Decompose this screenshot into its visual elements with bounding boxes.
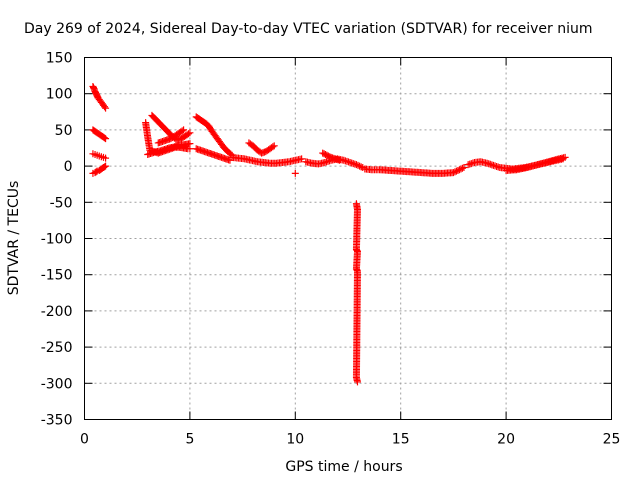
series-arc_mid_early — [89, 126, 110, 143]
data-point — [291, 169, 299, 177]
series-arc_7_10h — [228, 153, 306, 167]
data-point — [457, 165, 465, 173]
data-point — [298, 155, 306, 163]
y-tick-label: -350 — [41, 413, 73, 429]
grid-lines — [84, 57, 612, 420]
x-tick-label: 20 — [497, 432, 515, 448]
series-arc_11_12h — [319, 149, 344, 164]
data-point — [180, 126, 188, 134]
data-point — [357, 163, 365, 171]
data-point — [455, 166, 463, 174]
axis-ticks — [84, 57, 612, 420]
data-point — [101, 163, 109, 171]
data-point — [102, 104, 110, 112]
y-tick-label: -100 — [41, 232, 73, 248]
data-point — [102, 154, 110, 162]
data-point — [186, 129, 194, 137]
data-point — [354, 161, 362, 169]
x-tick-label: 10 — [286, 432, 304, 448]
x-tick-label: 15 — [392, 432, 410, 448]
x-tick-label: 0 — [80, 432, 89, 448]
data-point — [353, 378, 361, 386]
plot-frame — [84, 57, 612, 420]
data-points — [89, 82, 569, 386]
series-arc_neg_early — [89, 162, 110, 177]
data-point — [102, 135, 110, 143]
series-arc_3_5h_d — [154, 126, 188, 147]
y-tick-label: -200 — [41, 304, 73, 320]
y-tick-label: -50 — [50, 195, 73, 211]
data-point — [460, 164, 468, 172]
y-tick-label: 150 — [46, 51, 73, 67]
data-point — [92, 168, 100, 176]
y-tick-label: 50 — [55, 123, 73, 139]
data-point — [101, 134, 109, 142]
data-point — [336, 156, 344, 164]
series-arc_8h_small — [245, 139, 278, 157]
data-point — [178, 127, 186, 135]
series-arc_5_7h_b — [192, 145, 234, 164]
y-tick-label: -300 — [41, 376, 73, 392]
series-arc_5_7h — [192, 113, 236, 159]
x-tick-labels: 0 5 10 15 20 25 — [80, 432, 620, 448]
x-axis-label: GPS time / hours — [285, 459, 402, 475]
y-tick-label: 100 — [46, 87, 73, 103]
y-tick-label: 0 — [64, 159, 73, 175]
y-axis-label: SDTVAR / TECUs — [6, 181, 22, 296]
data-point — [561, 153, 569, 161]
chart-title: Day 269 of 2024, Sidereal Day-to-day VTE… — [24, 21, 593, 37]
data-point — [451, 168, 459, 176]
y-tick-label: -150 — [41, 268, 73, 284]
x-tick-label: 25 — [603, 432, 621, 448]
y-tick-labels: 150 100 50 0 -50 -100 -150 -200 -250 -300 -350 — [41, 51, 73, 429]
data-point — [452, 167, 460, 175]
series-arc_low_early — [89, 150, 110, 162]
data-point — [102, 162, 110, 170]
data-point — [458, 164, 466, 172]
x-tick-label: 5 — [185, 432, 194, 448]
data-point — [449, 169, 457, 177]
data-point — [227, 150, 235, 158]
data-point — [356, 162, 364, 170]
data-point — [186, 140, 194, 148]
series-outliers_13h — [352, 200, 361, 386]
data-point — [101, 103, 109, 111]
y-tick-label: -250 — [41, 340, 73, 356]
data-point — [269, 143, 277, 151]
data-point — [454, 166, 462, 174]
series-arc_3_5h_b — [144, 140, 194, 159]
data-point — [352, 161, 360, 169]
data-point — [184, 130, 192, 138]
series-arc_high_early — [89, 82, 110, 112]
series-arc_13_18h — [361, 164, 468, 177]
series-outlier_10h — [291, 169, 299, 177]
data-point — [270, 142, 278, 150]
series-arc_20_23h_b — [502, 153, 569, 174]
